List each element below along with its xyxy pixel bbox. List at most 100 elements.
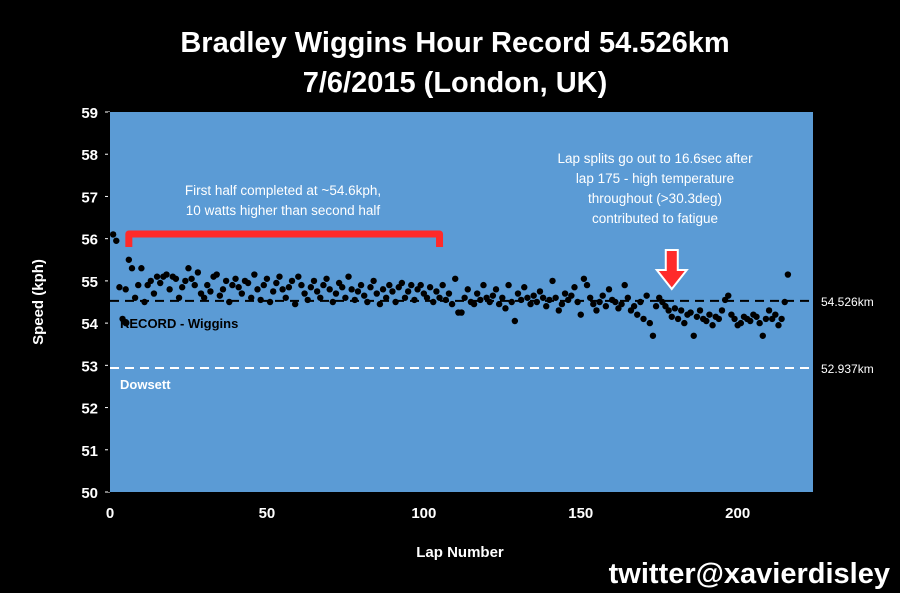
data-point — [590, 300, 597, 308]
data-point — [235, 284, 242, 291]
data-point — [200, 294, 208, 301]
data-point — [477, 296, 484, 304]
annotation-text: First half completed at ~54.6kph, — [185, 183, 381, 198]
data-point — [398, 279, 406, 287]
data-point — [408, 281, 415, 289]
data-point — [257, 296, 264, 304]
data-point — [386, 281, 393, 289]
data-point — [643, 292, 650, 299]
data-point — [495, 300, 503, 308]
data-point — [696, 307, 704, 314]
data-point — [489, 292, 497, 299]
data-point — [216, 292, 224, 299]
y-axis-label: Speed (kph) — [30, 259, 47, 345]
data-point — [426, 284, 434, 291]
data-point — [668, 313, 675, 320]
data-point — [213, 271, 220, 278]
annotation-text: Lap splits go out to 16.6sec after — [557, 151, 753, 166]
data-point — [128, 265, 136, 272]
data-point — [436, 294, 443, 301]
data-point — [693, 313, 701, 320]
data-point — [442, 296, 450, 304]
data-point — [652, 303, 660, 310]
data-point — [630, 303, 638, 310]
data-point — [291, 300, 299, 308]
data-point — [188, 275, 195, 282]
data-point — [464, 286, 471, 293]
data-point — [577, 311, 584, 318]
annotation-text: throughout (>30.3deg) — [588, 191, 722, 206]
data-point — [163, 271, 170, 278]
data-point — [273, 279, 280, 287]
data-point — [634, 311, 641, 318]
data-point — [618, 300, 625, 308]
data-point — [219, 286, 227, 293]
data-point — [326, 286, 333, 293]
data-point — [304, 296, 311, 304]
data-point — [524, 294, 531, 301]
x-tick-label: 150 — [568, 505, 593, 522]
data-point — [718, 307, 726, 314]
data-point — [561, 290, 569, 297]
data-point — [298, 281, 305, 289]
data-point — [671, 305, 679, 312]
data-point — [775, 322, 782, 329]
data-point — [207, 288, 214, 295]
annotation-arrow — [654, 249, 689, 291]
data-point — [288, 277, 296, 285]
data-point — [320, 281, 327, 289]
data-point — [517, 296, 525, 304]
data-point — [571, 284, 578, 291]
data-point — [539, 294, 547, 301]
data-point — [778, 315, 785, 323]
y-tick-label: 56 — [81, 232, 98, 249]
data-point — [715, 315, 723, 323]
data-point — [753, 313, 760, 320]
data-point — [401, 294, 409, 301]
data-point — [229, 281, 236, 289]
data-point — [458, 309, 465, 316]
data-point — [348, 286, 355, 293]
data-point — [583, 281, 591, 289]
data-point — [269, 288, 277, 295]
y-tick-label: 58 — [81, 147, 98, 164]
reference-line-label: 52.937km — [821, 362, 874, 376]
data-point — [681, 319, 688, 327]
data-point — [599, 292, 606, 299]
data-point — [596, 298, 603, 306]
data-point — [765, 307, 773, 314]
reference-line-label: 54.526km — [821, 295, 874, 309]
data-point — [527, 300, 534, 308]
x-tick-label: 100 — [411, 505, 436, 522]
data-point — [521, 284, 528, 291]
annotation-text: lap 175 - high temperature — [576, 171, 734, 186]
annotation-bracket — [125, 230, 444, 247]
data-point — [389, 288, 396, 295]
data-point — [323, 275, 330, 282]
annotation-text: contributed to fatigue — [592, 211, 718, 226]
data-point — [342, 294, 349, 301]
data-point — [621, 281, 628, 289]
data-point — [351, 296, 358, 304]
annotation-text: 10 watts higher than second half — [186, 203, 381, 218]
data-point — [357, 281, 365, 289]
data-point — [543, 303, 550, 310]
data-point — [674, 315, 682, 323]
series-label: Dowsett — [120, 377, 171, 392]
data-point — [135, 281, 142, 289]
data-point — [339, 284, 346, 291]
data-point — [759, 332, 766, 339]
data-point — [345, 273, 352, 280]
data-point — [649, 332, 657, 339]
data-point — [433, 288, 440, 295]
data-point — [157, 279, 164, 287]
data-point — [568, 292, 575, 299]
data-point — [511, 317, 519, 325]
data-point — [677, 307, 685, 314]
data-point — [530, 292, 537, 299]
data-point — [119, 315, 126, 323]
data-point — [276, 273, 283, 280]
data-point — [367, 284, 374, 291]
data-point — [646, 319, 654, 327]
